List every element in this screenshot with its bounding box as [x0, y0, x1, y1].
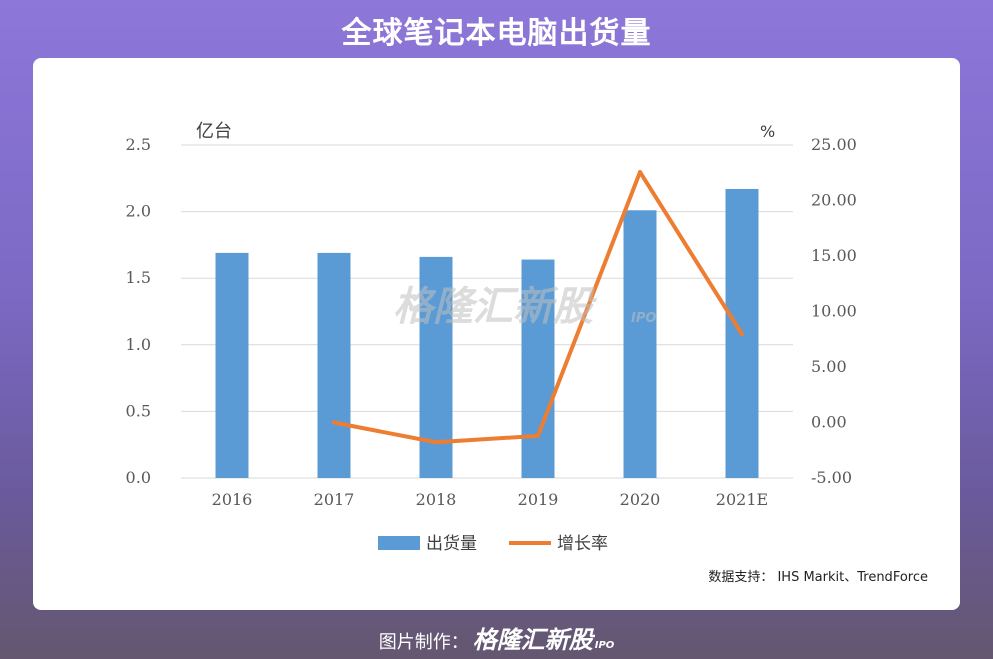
y-right-tick-label: 15.00: [811, 246, 857, 265]
y-right-axis-label: %: [760, 122, 775, 141]
source-note: 数据支持： IHS Markit、TrendForce: [708, 570, 928, 585]
y-right-tick-label: 0.00: [811, 413, 847, 432]
bar-2017: [317, 252, 351, 478]
footer: 图片制作： 格隆汇新股 IPO: [0, 620, 993, 655]
y-right-tick-label: 5.00: [811, 357, 847, 376]
growth-rate-point: [434, 440, 438, 445]
page-title: 全球笔记本电脑出货量: [341, 16, 652, 51]
y-left-tick-label: 1.5: [126, 268, 151, 287]
chart-card: 2.5 2.0 1.5 1.0 0.5 0.0 25.00 20.00 15.00 10.00 5.…: [33, 58, 960, 610]
y-right-tick-label: -5.00: [811, 468, 852, 487]
y-right-tick-label: 20.00: [811, 191, 857, 210]
y-left-tick-label: 2.5: [126, 135, 151, 154]
x-tick-label: 2018: [416, 490, 457, 509]
y-left-axis-label: 亿台: [196, 121, 232, 142]
bar-2020: [623, 210, 657, 478]
legend-label-shipments: 出货量: [426, 534, 477, 554]
y-right-tick-label: 25.00: [811, 135, 857, 154]
growth-rate-point: [536, 433, 540, 438]
growth-rate-point: [332, 420, 336, 425]
x-tick-label: 2021E: [716, 490, 768, 509]
y-left-tick-label: 2.0: [126, 202, 151, 221]
y-right-tick-label: 10.00: [811, 302, 857, 321]
watermark-sub: IPO: [631, 311, 656, 326]
y-left-tick-label: 0.0: [126, 468, 151, 487]
bar-2016: [215, 252, 249, 478]
x-tick-label: 2017: [314, 490, 355, 509]
growth-rate-point: [638, 170, 642, 175]
legend-label-growth: 增长率: [557, 534, 608, 554]
y-left-tick-label: 1.0: [126, 335, 151, 354]
watermark: 格隆汇新股: [393, 284, 597, 330]
footer-brand-sub: IPO: [594, 640, 615, 651]
y-left-tick-label: 0.5: [126, 401, 151, 420]
growth-rate-point: [740, 332, 744, 337]
chart: 2.5 2.0 1.5 1.0 0.5 0.0 25.00 20.00 15.00 10.00 5.…: [126, 121, 857, 554]
x-tick-label: 2020: [620, 490, 661, 509]
bar-2019: [521, 259, 555, 478]
x-tick-label: 2019: [518, 490, 559, 509]
legend-swatch-shipments: [378, 536, 420, 550]
footer-brand: 格隆汇新股: [472, 626, 593, 654]
footer-label: 图片制作：: [378, 632, 469, 653]
x-tick-label: 2016: [212, 490, 253, 509]
